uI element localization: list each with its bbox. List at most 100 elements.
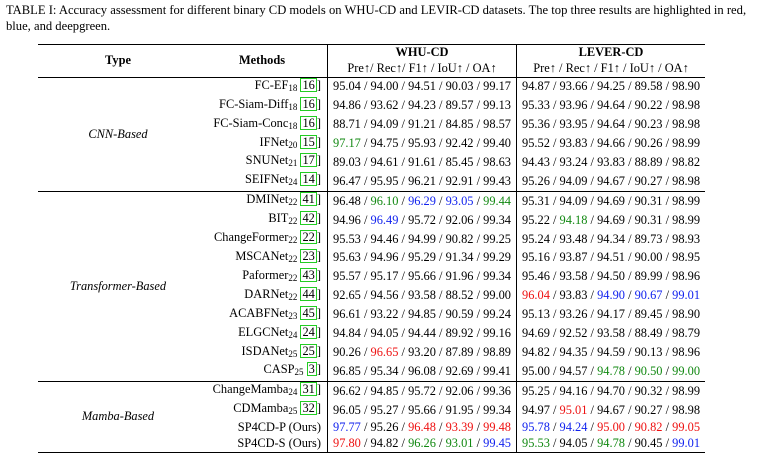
metric-separator: /: [662, 420, 673, 435]
metric-value: 94.66: [597, 136, 625, 151]
levir-metrics: 96.04 / 93.83 / 94.90 / 90.67 / 99.01: [516, 286, 706, 306]
metric-value: 99.24: [483, 307, 512, 322]
table-row: SP4CD-P (Ours) 97.77 / 95.26 / 96.48 / 93…: [38, 420, 706, 437]
metric-separator: /: [587, 307, 598, 322]
metric-value: 95.31: [522, 193, 550, 208]
header-levir: LEVER-CD: [516, 43, 706, 61]
method-name: FC-EF: [254, 77, 289, 92]
method-year: 25: [288, 348, 298, 359]
metric-separator: /: [662, 173, 673, 188]
header-methods: Methods: [198, 44, 328, 78]
metric-value: 93.20: [408, 345, 436, 359]
metric-value: 99.13: [483, 98, 512, 113]
metric-separator: /: [549, 420, 560, 435]
metric-value: 95.52: [522, 136, 550, 151]
metric-value: 93.48: [559, 231, 588, 246]
method-cell: ChangeFormer22 22]: [214, 230, 321, 246]
citation-link: 44: [300, 286, 317, 301]
metric-value: 96.48: [333, 193, 361, 208]
metric-separator: /: [587, 154, 598, 169]
metric-separator: /: [435, 173, 446, 188]
metric-separator: /: [398, 436, 409, 451]
metric-value: 99.01: [672, 288, 701, 303]
metric-value: 95.24: [522, 231, 550, 246]
metric-value: 93.66: [559, 79, 588, 94]
levir-metrics: 95.46 / 93.58 / 94.50 / 89.99 / 98.96: [516, 267, 706, 287]
metric-separator: /: [662, 154, 673, 169]
metric-separator: /: [549, 307, 560, 322]
citation-link: 16: [300, 77, 317, 92]
table-row: FC-Siam-Diff18 16] 94.86 / 93.62 / 94.23 …: [38, 96, 706, 116]
metric-value: 95.93: [408, 136, 436, 151]
metric-separator: /: [549, 250, 560, 265]
metric-value: 94.05: [370, 326, 399, 341]
metric-value: 95.00: [522, 363, 550, 378]
metric-separator: /: [662, 363, 673, 378]
metric-separator: /: [398, 363, 409, 378]
metric-separator: /: [662, 117, 673, 132]
metric-separator: /: [662, 269, 673, 284]
metric-separator: /: [549, 98, 560, 113]
metric-value: 95.16: [522, 250, 550, 265]
method-year: 18: [288, 120, 298, 131]
method-cell: MSCANet22 23]: [235, 248, 321, 264]
metric-separator: /: [662, 79, 673, 94]
metric-value: 99.25: [483, 231, 512, 246]
metric-separator: /: [360, 117, 371, 132]
metric-separator: /: [587, 250, 598, 265]
metric-value: 94.09: [370, 117, 399, 132]
metric-separator: /: [398, 345, 409, 359]
metric-separator: /: [624, 117, 635, 132]
method-cell: SP4CD-P (Ours): [198, 420, 328, 436]
metric-separator: /: [398, 420, 409, 435]
metric-value: 95.17: [370, 269, 399, 284]
metric-separator: /: [360, 436, 371, 451]
metric-value: 94.99: [408, 231, 436, 246]
metric-separator: /: [662, 383, 673, 398]
method-year: 24: [288, 177, 298, 188]
metric-value: 93.24: [559, 154, 588, 169]
metric-value: 94.57: [559, 363, 588, 378]
metric-value: 99.34: [483, 402, 512, 417]
metric-separator: /: [360, 250, 371, 265]
method-cell: CDMamba25 32]: [233, 401, 321, 417]
metric-separator: /: [549, 136, 560, 151]
metric-separator: /: [624, 363, 635, 378]
table-row: CASP25 3] 96.85 / 95.34 / 96.08 / 92.69 /…: [38, 362, 706, 382]
metric-separator: /: [398, 193, 409, 208]
metric-value: 95.95: [370, 173, 399, 188]
metric-value: 90.31: [634, 193, 663, 208]
table-row: SP4CD-S (Ours) 97.80 / 94.82 / 96.26 / 93…: [38, 436, 706, 453]
method-year: 22: [288, 216, 298, 227]
metric-value: 94.16: [559, 383, 588, 398]
citation-link: 15: [300, 134, 317, 149]
metric-separator: /: [549, 326, 560, 341]
metric-value: 99.01: [672, 436, 701, 451]
metric-value: 94.96: [370, 250, 399, 265]
metric-value: 90.32: [634, 383, 663, 398]
metric-separator: /: [360, 79, 371, 94]
metric-value: 98.63: [483, 154, 512, 169]
metric-separator: /: [587, 363, 598, 378]
method-cell: ChangeMamba24 31]: [198, 381, 328, 402]
metric-value: 95.27: [370, 402, 399, 417]
table-row: FC-Siam-Conc18 16] 88.71 / 94.09 / 91.21 …: [38, 115, 706, 135]
levir-metrics: 95.13 / 93.26 / 94.17 / 89.45 / 98.90: [516, 305, 706, 325]
metric-value: 95.04: [333, 79, 361, 94]
metric-value: 96.61: [333, 307, 361, 322]
metric-separator: /: [398, 288, 409, 303]
metric-separator: /: [624, 326, 635, 341]
metric-value: 94.51: [408, 79, 436, 94]
metric-separator: /: [435, 307, 446, 322]
metric-value: 98.98: [672, 402, 701, 417]
metric-separator: /: [624, 288, 635, 303]
method-name: FC-Siam-Diff: [219, 96, 289, 111]
method-year: 22: [288, 272, 298, 283]
metric-separator: /: [360, 212, 371, 227]
citation-link: 32: [300, 401, 317, 416]
metric-value: 96.29: [408, 193, 436, 208]
metric-separator: /: [435, 326, 446, 341]
method-cell: SNUNet21 17]: [245, 153, 321, 169]
table-row: ISDANet25 25] 90.26 / 96.65 / 93.20 / 87.…: [38, 343, 706, 363]
levir-metrics: 95.22 / 94.18 / 94.69 / 90.31 / 98.99: [516, 211, 706, 231]
